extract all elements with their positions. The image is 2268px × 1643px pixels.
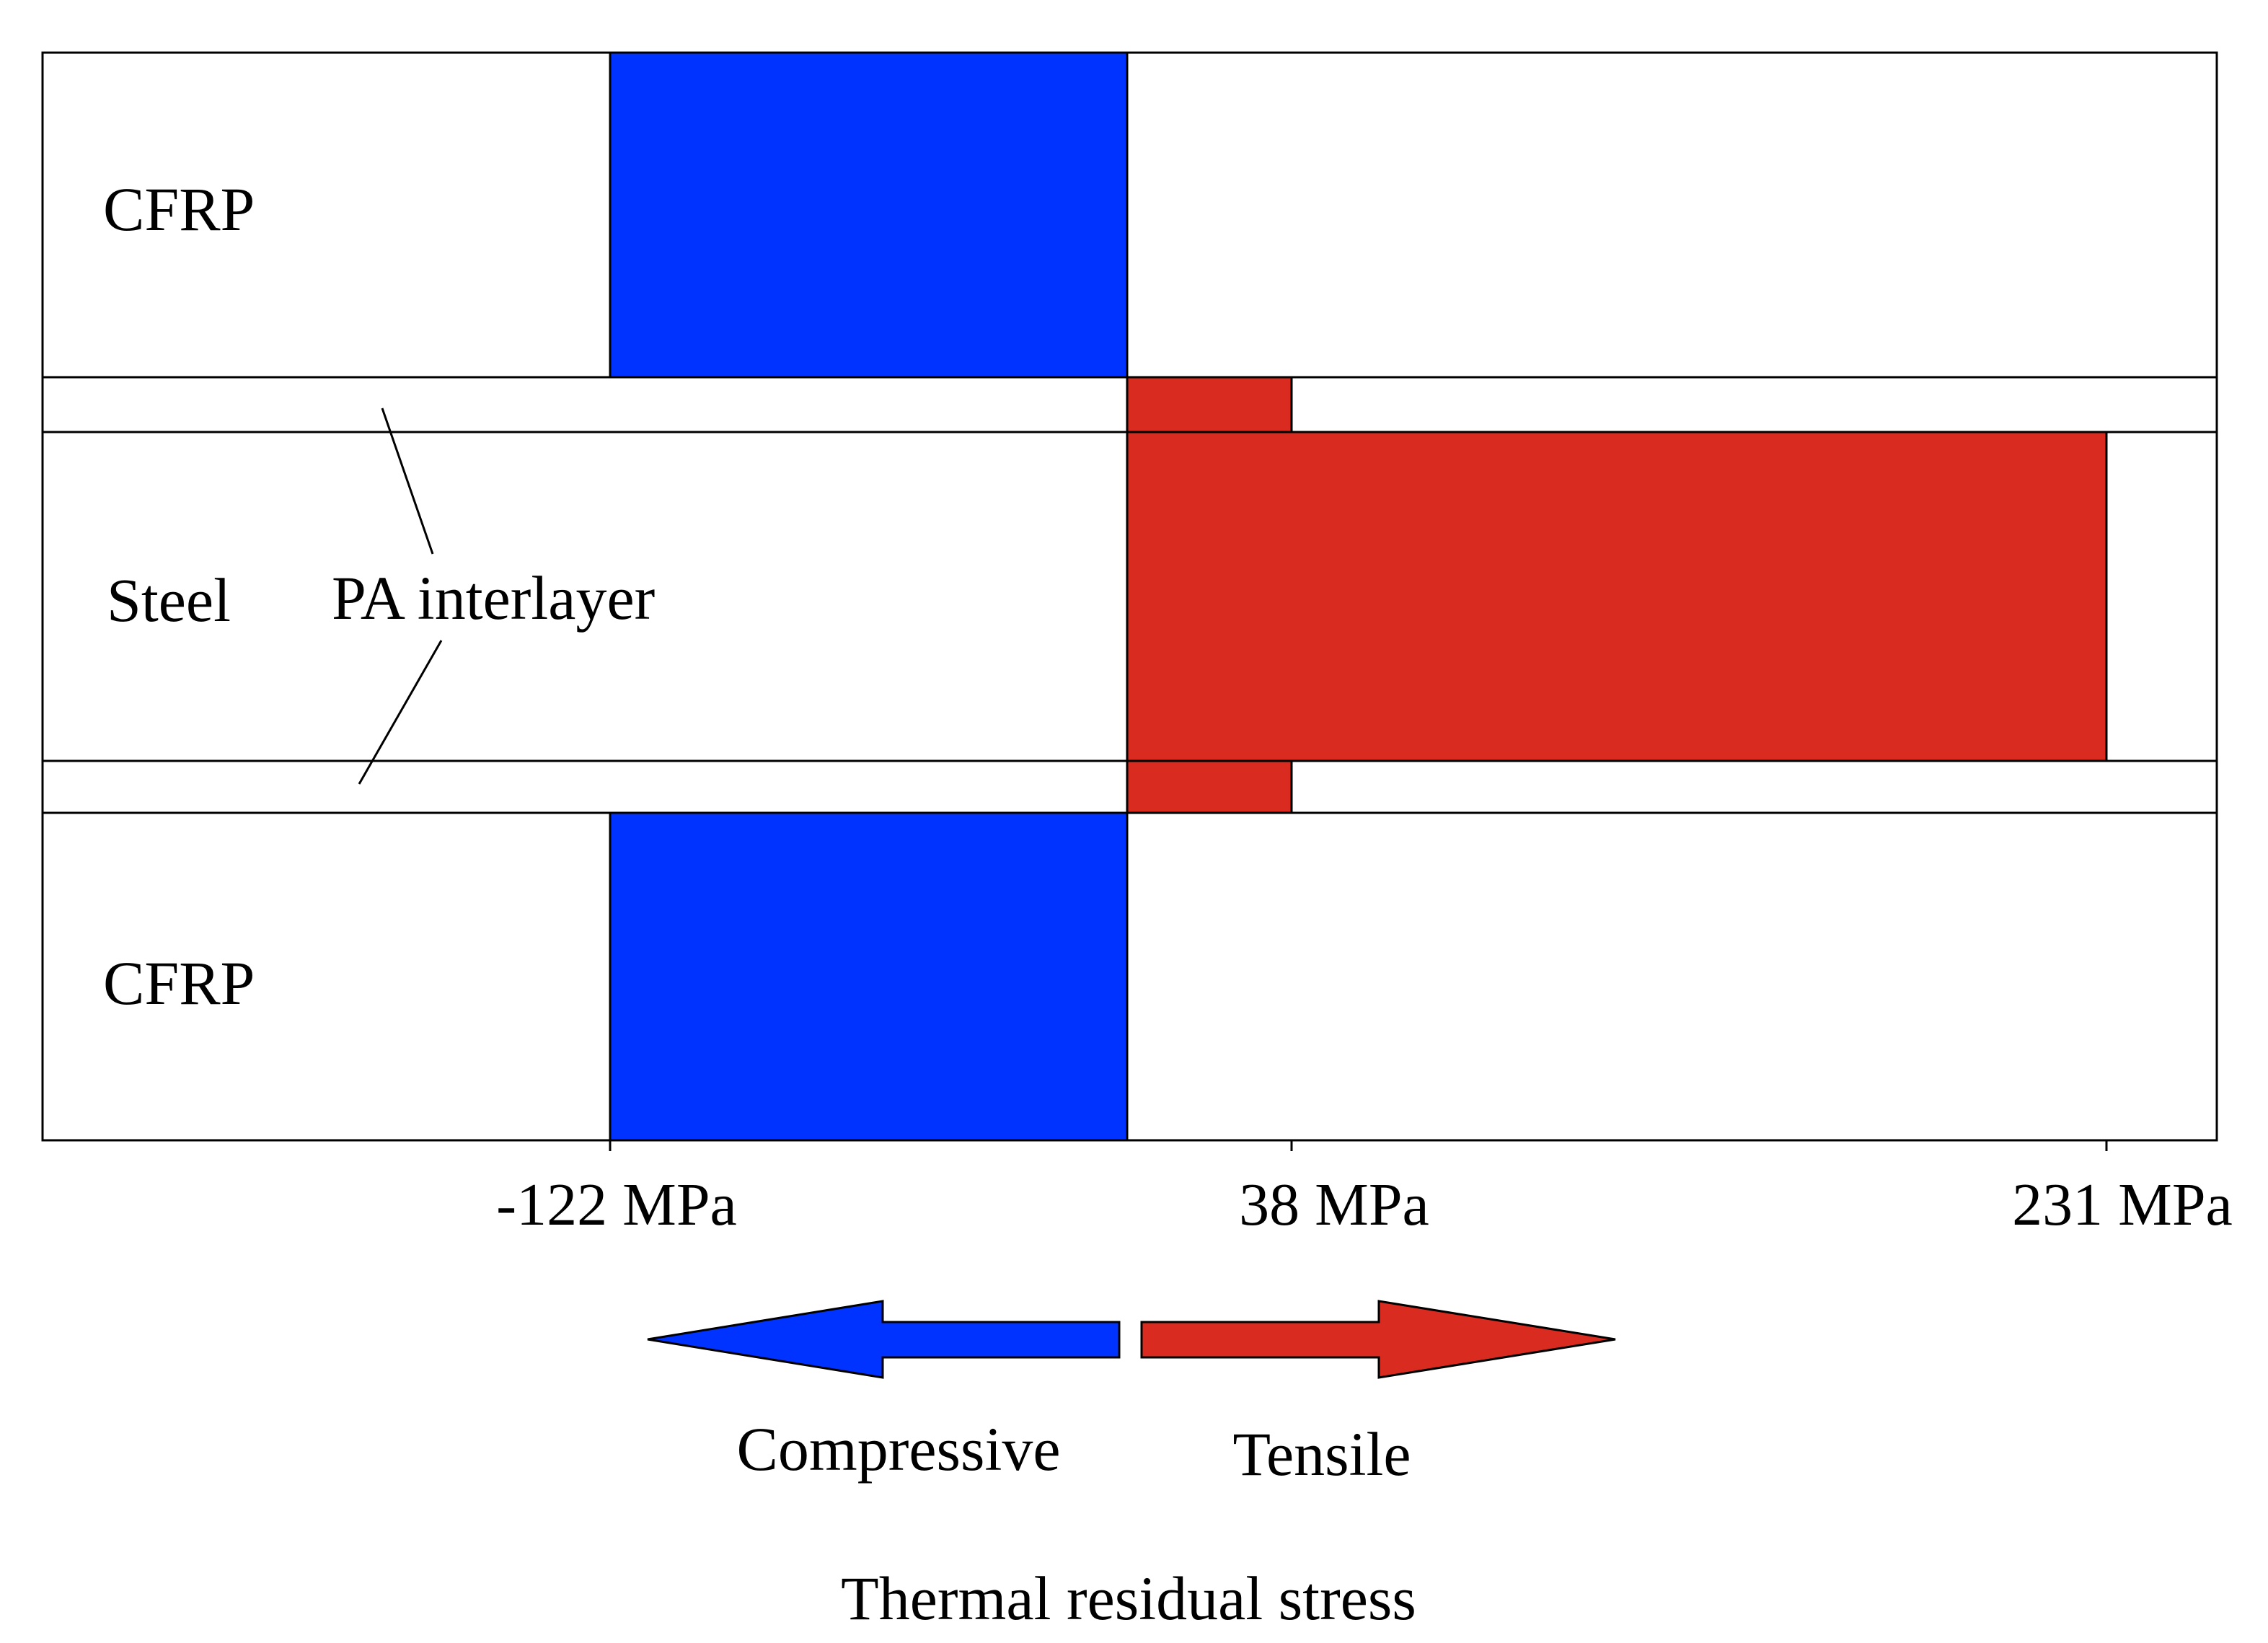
cfrp-top-label: CFRP <box>103 175 255 244</box>
interlayer-top-tensile-bar <box>1127 377 1292 432</box>
cfrp-top-compressive-bar <box>610 53 1127 377</box>
diagram-title: Thermal residual stress <box>841 1564 1416 1633</box>
steel-tensile-bar <box>1127 432 2106 761</box>
tick-label-231: 231 MPa <box>2012 1171 2233 1238</box>
cfrp-bottom-label: CFRP <box>103 948 255 1018</box>
tensile-arrow <box>1140 1300 1616 1379</box>
tick-label-38: 38 MPa <box>1239 1171 1429 1238</box>
tensile-label: Tensile <box>1232 1419 1411 1489</box>
axis-ticks <box>609 1140 2108 1151</box>
steel-label: Steel <box>107 565 231 635</box>
layer-separators <box>43 376 2217 814</box>
interlayer-leader-lines <box>358 408 443 785</box>
compressive-arrow <box>647 1300 1121 1379</box>
laminate-outline <box>41 51 2218 1142</box>
compressive-label: Compressive <box>736 1414 1060 1484</box>
interlayer-bottom-tensile-bar <box>1127 761 1292 813</box>
bar-edges <box>609 53 2108 1140</box>
pa-interlayer-label: PA interlayer <box>332 563 655 633</box>
cfrp-bottom-compressive-bar <box>610 813 1127 1140</box>
tick-label-minus-122: -122 MPa <box>496 1171 737 1238</box>
